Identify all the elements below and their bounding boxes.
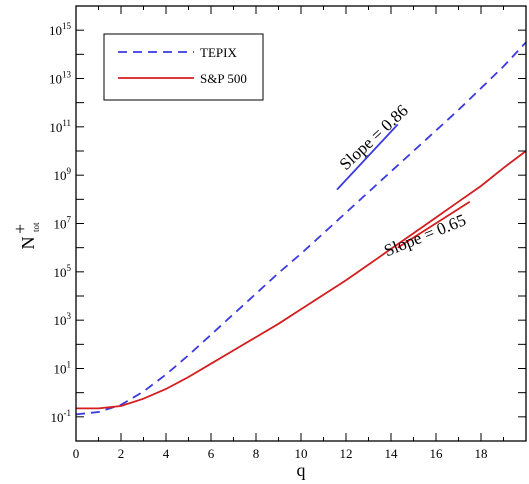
x-tick-label: 16 [430, 446, 444, 461]
x-tick-label: 14 [385, 446, 399, 461]
y-tick-label: 1011 [49, 118, 71, 135]
y-tick-label: 103 [54, 311, 72, 328]
legend-label-0: TEPIX [200, 45, 237, 60]
y-tick-label: 109 [54, 166, 72, 183]
y-axis-label-main: N [18, 237, 38, 250]
x-tick-label: 4 [163, 446, 170, 461]
series-line-1 [76, 150, 527, 410]
y-tick-label: 107 [54, 215, 72, 232]
slope-annotation-0: Slope = 0.86 [336, 101, 412, 174]
y-axis-label: N tot [18, 222, 41, 250]
y-tick-label: 1013 [49, 70, 72, 87]
chart-ticks: 0 2 4 6 8 10 12 14 16 18 10-1 101 103 105 107 109 1011 10… [49, 5, 527, 461]
series-line-0 [75, 41, 527, 416]
legend-box [103, 33, 264, 101]
x-tick-label: 10 [295, 446, 308, 461]
x-tick-label: 12 [340, 446, 353, 461]
y-axis-label-sup: + [10, 224, 30, 234]
legend-label-1: S&P 500 [200, 71, 247, 86]
plot-frame [75, 5, 527, 442]
slope-line-0 [336, 123, 399, 191]
annotations: Slope = 0.86 Slope = 0.65 [336, 101, 469, 260]
slope-annotation-1: Slope = 0.65 [381, 210, 468, 260]
y-tick-label: 1015 [49, 21, 72, 38]
x-axis-label: q [297, 460, 306, 480]
x-tick-label: 18 [475, 446, 488, 461]
x-tick-label: 6 [208, 446, 215, 461]
x-tick-label: 0 [73, 446, 80, 461]
y-axis-label-sub: tot [31, 222, 41, 232]
y-tick-label: 101 [54, 360, 72, 377]
y-tick-label: 105 [54, 263, 72, 280]
x-tick-label: 2 [118, 446, 125, 461]
legend: TEPIX S&P 500 [103, 33, 264, 101]
slope-line-1 [397, 200, 471, 249]
y-tick-label: 10-1 [51, 408, 72, 425]
chart-marks [75, 41, 527, 416]
x-tick-label: 8 [253, 446, 260, 461]
